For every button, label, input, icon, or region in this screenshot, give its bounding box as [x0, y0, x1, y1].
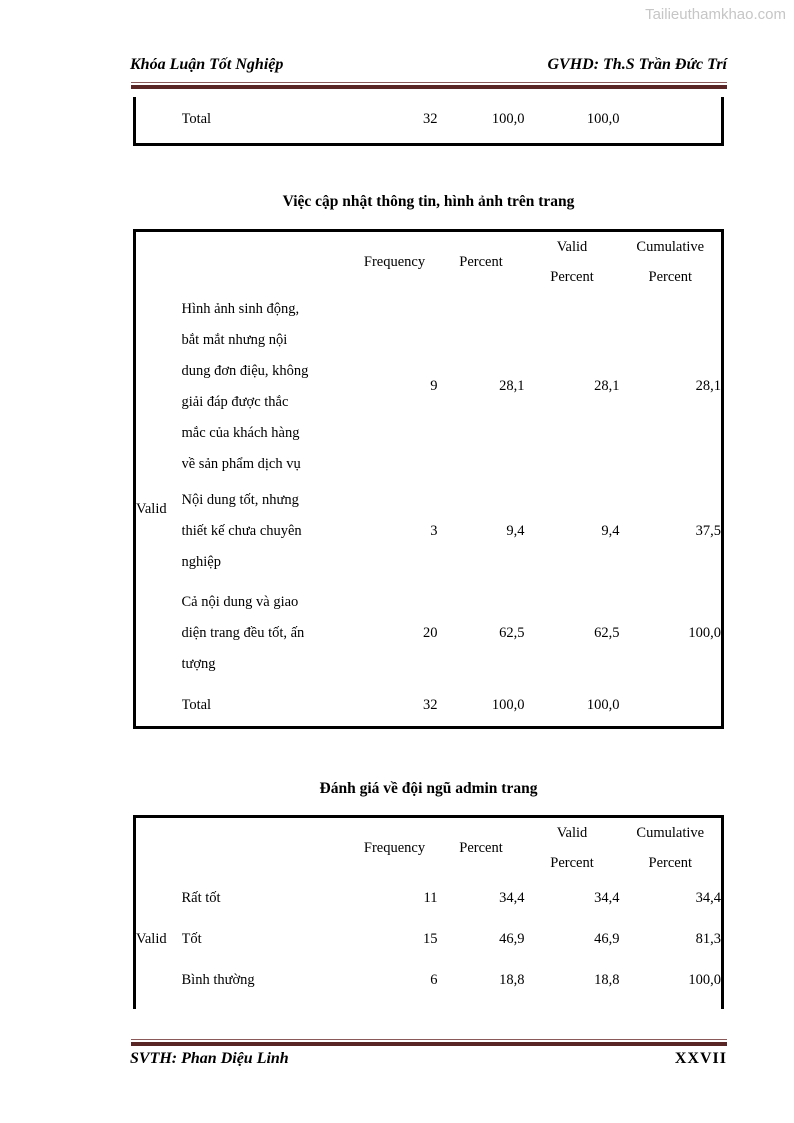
table-cut-row — [135, 1001, 723, 1009]
percent-value: 28,1 — [499, 378, 525, 394]
page-number: XXVII — [674, 1050, 727, 1067]
row-label: Rất tốt — [181, 890, 221, 906]
table-row: Total 32 100,0 100,0 — [135, 97, 723, 144]
frequency-value: 9 — [430, 378, 438, 394]
table-row: Tốt 15 46,9 46,9 81,3 — [135, 919, 723, 960]
header-right-title: GVHD: Th.S Trần Đức Trí — [547, 56, 727, 73]
column-header-percent: Percent — [459, 840, 503, 856]
frequency-value: 3 — [430, 523, 438, 539]
row-label: Total — [181, 696, 212, 713]
column-header-valid-percent: Valid Percent — [550, 239, 594, 286]
footer-rule-thick-line — [131, 1042, 727, 1046]
row-label: Tốt — [181, 931, 202, 947]
table-row: Valid Rất tốt 11 34,4 34,4 34,4 — [135, 878, 723, 947]
header-stub-cell — [135, 817, 352, 879]
cumulative-percent-value — [620, 685, 723, 728]
page-header: Khóa Luận Tốt Nghiệp GVHD: Th.S Trần Đức… — [130, 56, 727, 74]
header-rule-thick-line — [131, 85, 727, 89]
table-row: Bình thường 6 18,8 18,8 100,0 — [135, 960, 723, 1001]
table-header-row: Frequency Percent Valid Percent Cumulati… — [135, 231, 723, 293]
percent-value: 62,5 — [499, 625, 525, 641]
percent-value: 100,0 — [491, 696, 525, 713]
table-row: Nội dung tốt, nhưng thiết kế chưa chuyên… — [135, 481, 723, 583]
cut-cell — [620, 1001, 723, 1009]
cumulative-percent-value: 100,0 — [688, 972, 721, 988]
column-header-cumulative-percent: Cumulative Percent — [636, 825, 705, 871]
partial-frequency-table: Total 32 100,0 100,0 — [133, 97, 724, 146]
watermark-text: Tailieuthamkhao.com — [645, 6, 786, 23]
footer-rule-thin-line — [131, 1039, 727, 1040]
row-label: Hình ảnh sinh động, bắt mắt nhưng nội du… — [181, 300, 309, 472]
cut-cell — [438, 1001, 525, 1009]
row-label: Bình thường — [181, 972, 255, 988]
frequency-table-admin: Frequency Percent Valid Percent Cumulati… — [133, 815, 724, 1009]
percent-value: 18,8 — [499, 972, 525, 988]
footer-rule — [131, 1039, 727, 1046]
table-title-admin: Đánh giá về đội ngũ admin trang — [319, 780, 538, 797]
percent-value: 46,9 — [499, 931, 525, 947]
table-header-row: Frequency Percent Valid Percent Cumulati… — [135, 817, 723, 879]
cumulative-percent-value: 81,3 — [695, 931, 721, 947]
valid-group-label: Valid — [136, 500, 167, 517]
valid-percent-value: 46,9 — [594, 931, 620, 947]
header-left-title: Khóa Luận Tốt Nghiệp — [130, 56, 284, 73]
table-row: Cả nội dung và giao diện trang đều tốt, … — [135, 583, 723, 685]
percent-value: 34,4 — [499, 890, 525, 906]
header-rule — [131, 82, 727, 89]
cut-cell — [525, 1001, 620, 1009]
page-footer: SVTH: Phan Diệu Linh XXVII — [130, 1050, 727, 1068]
column-header-cumulative-percent: Cumulative Percent — [636, 239, 705, 286]
column-header-frequency: Frequency — [363, 254, 426, 271]
frequency-value: 20 — [423, 625, 438, 641]
column-header-percent: Percent — [459, 254, 503, 271]
frequency-value: 11 — [423, 890, 438, 906]
row-label: Nội dung tốt, nhưng thiết kế chưa chuyên… — [181, 492, 302, 570]
column-header-frequency: Frequency — [363, 840, 426, 856]
header-stub-cell — [135, 231, 352, 293]
valid-percent-value: 9,4 — [601, 523, 620, 539]
percent-value: 9,4 — [506, 523, 525, 539]
valid-percent-value: 18,8 — [594, 972, 620, 988]
valid-percent-value: 100,0 — [586, 111, 620, 128]
valid-percent-value: 34,4 — [594, 890, 620, 906]
cumulative-percent-value: 37,5 — [695, 523, 721, 539]
cut-cell — [352, 1001, 438, 1009]
row-label: Cả nội dung và giao diện trang đều tốt, … — [181, 594, 305, 672]
cumulative-percent-value — [620, 97, 723, 144]
table-row-total: Total 32 100,0 100,0 — [135, 685, 723, 728]
column-header-valid-percent: Valid Percent — [550, 825, 594, 871]
frequency-value: 15 — [423, 931, 438, 947]
frequency-table-cap-nhat: Frequency Percent Valid Percent Cumulati… — [133, 229, 724, 729]
cumulative-percent-value: 100,0 — [688, 625, 721, 641]
frequency-value: 6 — [430, 972, 438, 988]
valid-group-cell-remnant — [135, 97, 182, 144]
row-label: Total — [181, 111, 212, 128]
table-row: Valid Hình ảnh sinh động, bắt mắt nhưng … — [135, 293, 723, 517]
valid-group-bottom-border — [135, 1001, 182, 1009]
cumulative-percent-value: 28,1 — [695, 378, 721, 394]
valid-percent-value: 28,1 — [594, 378, 620, 394]
cumulative-percent-value: 34,4 — [695, 890, 721, 906]
table-title-cap-nhat: Việc cập nhật thông tin, hình ảnh trên t… — [282, 193, 575, 210]
cut-cell — [182, 1001, 352, 1009]
percent-value: 100,0 — [491, 111, 525, 128]
header-rule-thin-line — [131, 82, 727, 83]
valid-percent-value: 100,0 — [586, 696, 620, 713]
valid-percent-value: 62,5 — [594, 625, 620, 641]
footer-author: SVTH: Phan Diệu Linh — [130, 1050, 289, 1067]
frequency-value: 32 — [423, 696, 438, 713]
valid-group-label: Valid — [136, 931, 167, 947]
frequency-value: 32 — [423, 111, 438, 128]
